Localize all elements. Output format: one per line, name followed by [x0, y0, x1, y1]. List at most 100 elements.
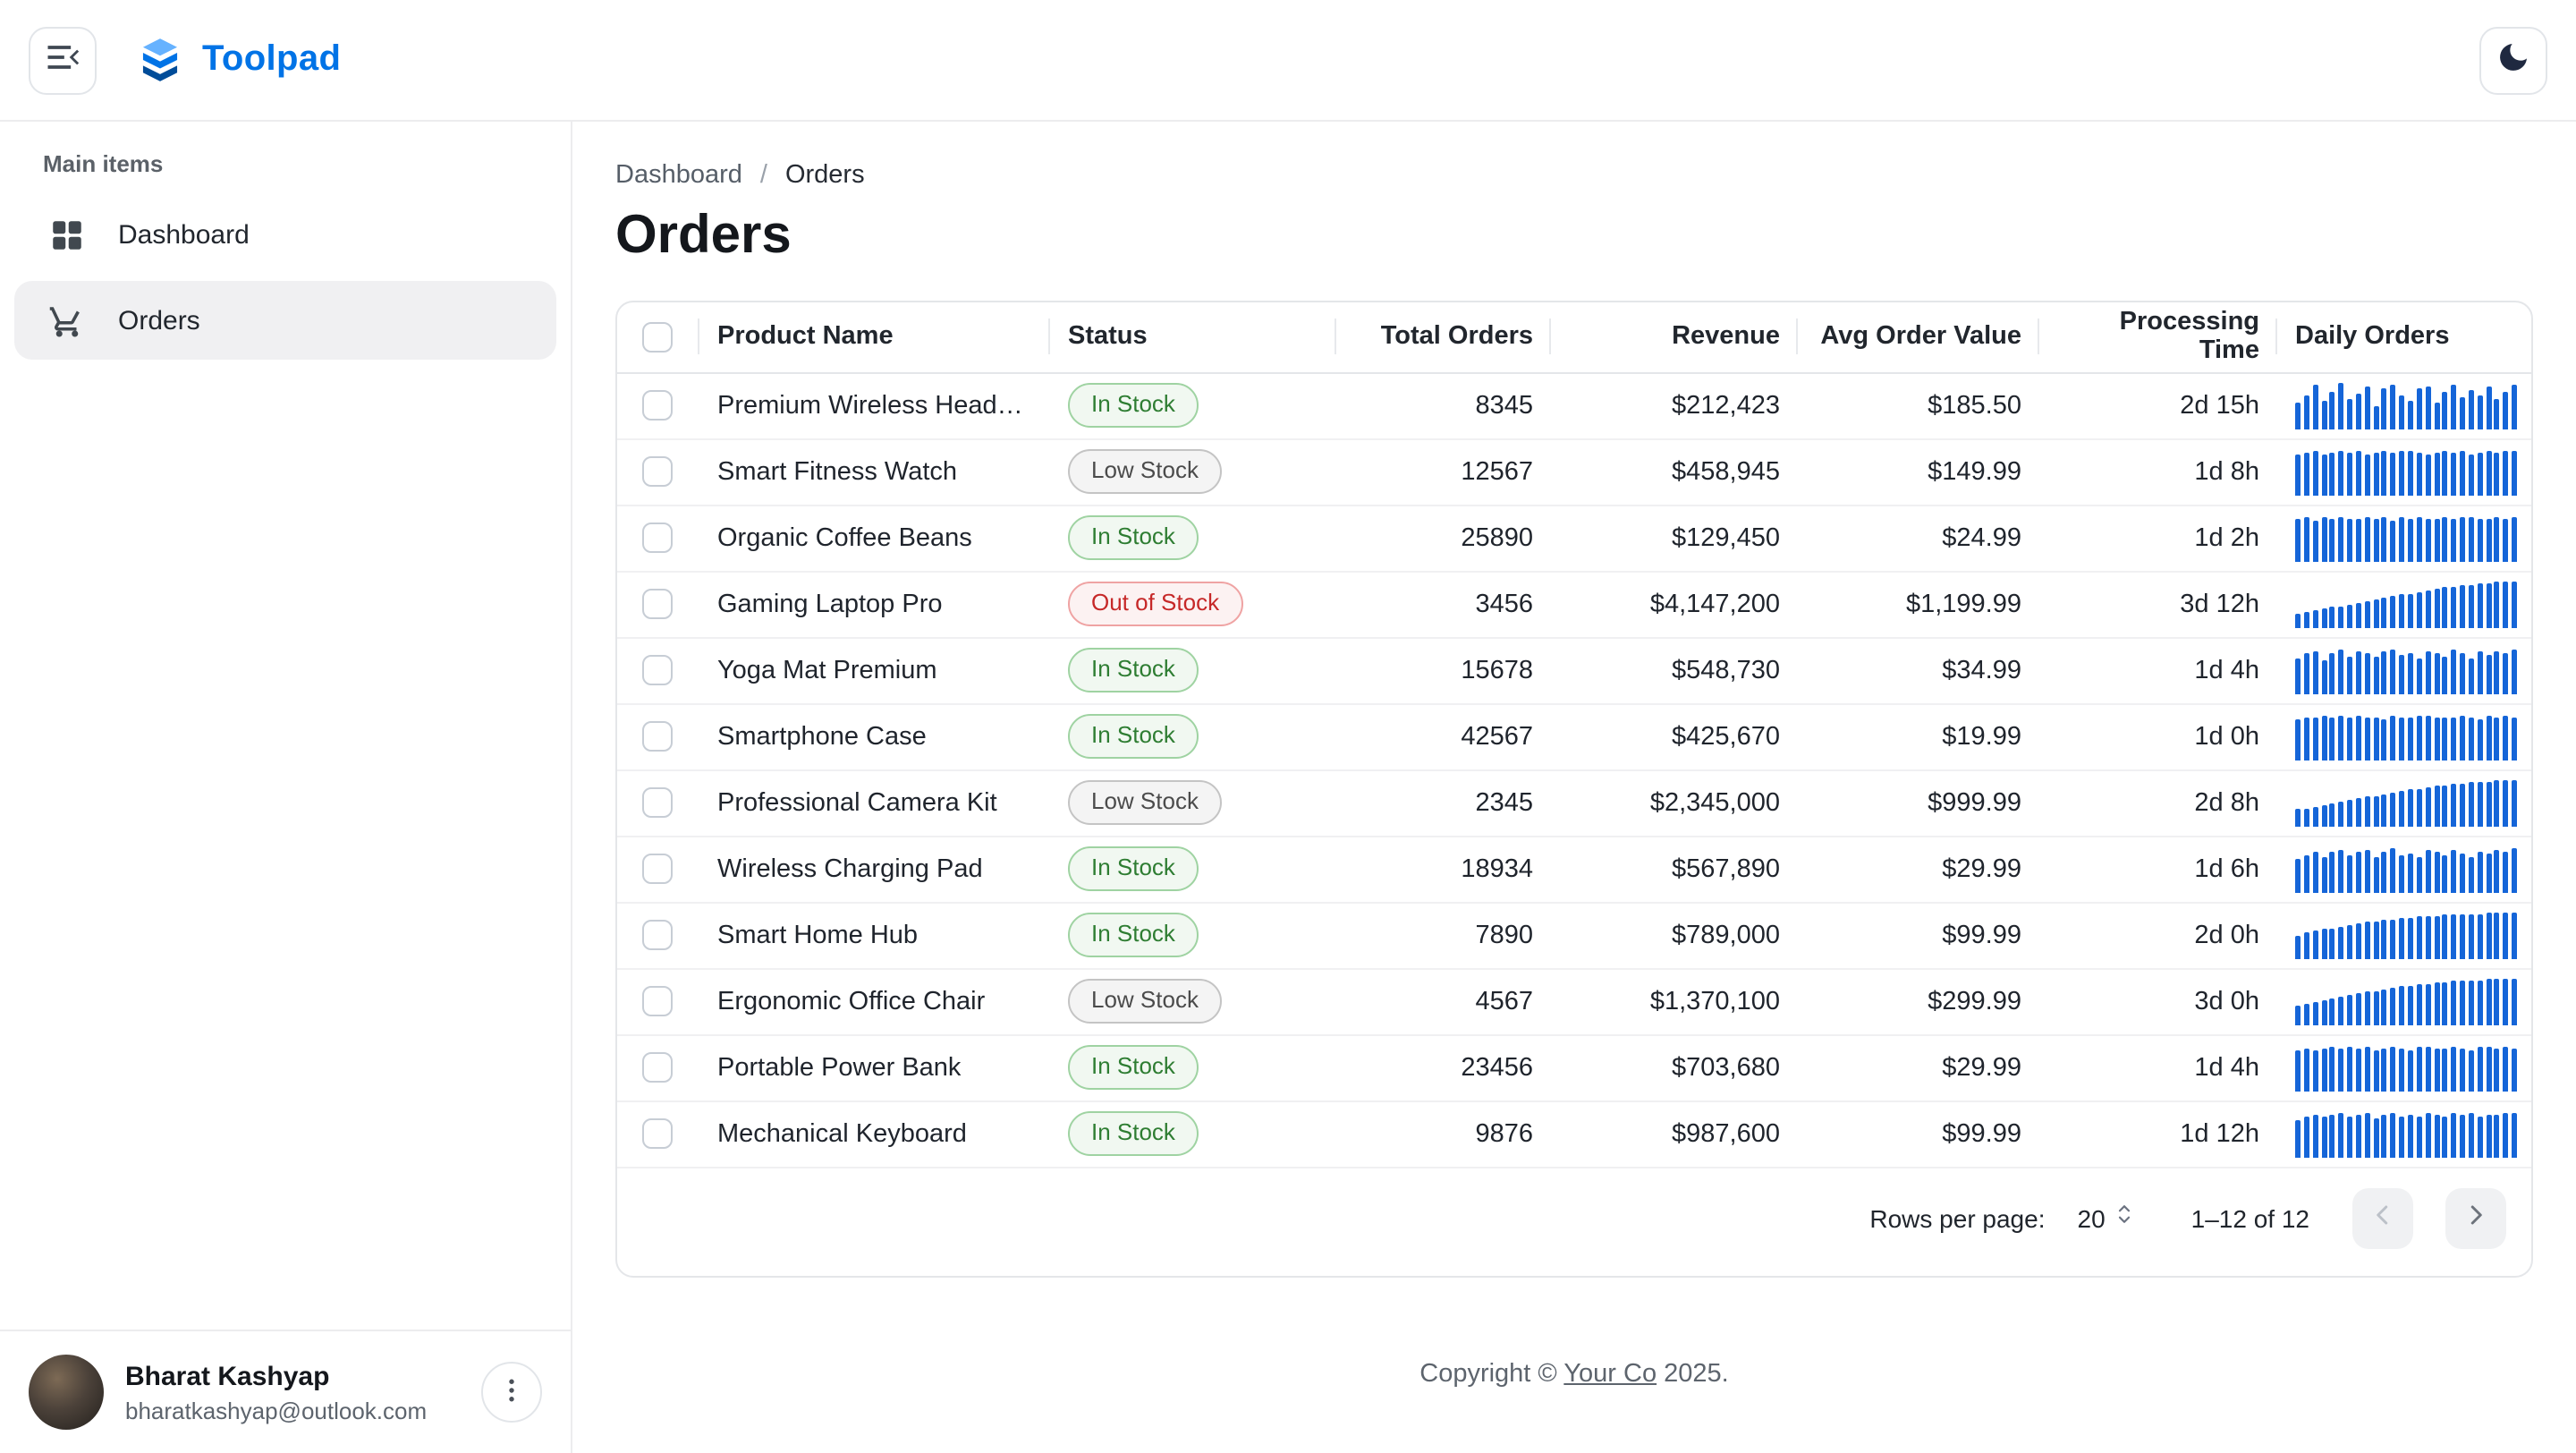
daily-orders-sparkline [2295, 1110, 2518, 1157]
column-header-status[interactable]: Status [1050, 302, 1336, 373]
company-link[interactable]: Your Co [1563, 1359, 1657, 1388]
table-row[interactable]: Wireless Charging Pad In Stock 18934 $567,8… [617, 836, 2531, 903]
main-content: Dashboard / Orders Orders [572, 122, 2576, 1453]
status-cell: In Stock [1050, 836, 1336, 903]
row-checkbox[interactable] [642, 655, 673, 685]
daily-orders-sparkline [2295, 713, 2518, 760]
row-checkbox[interactable] [642, 986, 673, 1016]
row-checkbox[interactable] [642, 523, 673, 553]
revenue-cell: $789,000 [1551, 902, 1798, 969]
user-menu-button[interactable] [481, 1362, 542, 1423]
table-row[interactable]: Ergonomic Office Chair Low Stock 4567 $1,37… [617, 968, 2531, 1035]
rows-per-page-select[interactable]: 20 [2078, 1200, 2138, 1236]
processing-time-cell: 1d 4h [2039, 637, 2277, 704]
table-row[interactable]: Smart Fitness Watch Low Stock 12567 $458,94… [617, 438, 2531, 506]
select-all-header[interactable] [617, 302, 699, 373]
status-badge: Low Stock [1068, 779, 1222, 826]
column-header-avg-order-value[interactable]: Avg Order Value [1798, 302, 2039, 373]
column-header-product-name[interactable]: Product Name [699, 302, 1050, 373]
row-checkbox[interactable] [642, 456, 673, 487]
sidebar-item-orders[interactable]: Orders [14, 281, 556, 360]
table-row[interactable]: Professional Camera Kit Low Stock 2345 $2,3… [617, 769, 2531, 837]
table-row[interactable]: Mechanical Keyboard In Stock 9876 $987,600 $… [617, 1100, 2531, 1168]
row-checkbox[interactable] [642, 1118, 673, 1149]
sidebar: Main items Dashboard [0, 122, 572, 1453]
previous-page-button[interactable] [2352, 1187, 2413, 1248]
sidebar-item-label: Orders [118, 305, 200, 336]
product-name-cell: Mechanical Keyboard [699, 1100, 1050, 1168]
row-checkbox[interactable] [642, 721, 673, 752]
daily-orders-sparkline [2295, 581, 2518, 627]
user-section: Bharat Kashyap bharatkashyap@outlook.com [0, 1330, 571, 1453]
daily-orders-sparkline [2295, 647, 2518, 693]
table-row[interactable]: Smart Home Hub In Stock 7890 $789,000 $99.99… [617, 902, 2531, 969]
avg-order-value-cell: $29.99 [1798, 836, 2039, 903]
product-name-cell: Smart Home Hub [699, 902, 1050, 969]
moon-icon [2496, 39, 2531, 81]
column-header-total-orders[interactable]: Total Orders [1336, 302, 1551, 373]
row-checkbox[interactable] [642, 589, 673, 619]
table-row[interactable]: Organic Coffee Beans In Stock 25890 $129,45… [617, 505, 2531, 572]
column-header-daily-orders[interactable]: Daily Orders [2277, 302, 2531, 373]
table-row[interactable]: Smartphone Case In Stock 42567 $425,670 $19.… [617, 703, 2531, 770]
column-header-processing-time[interactable]: Processing Time [2039, 302, 2277, 373]
daily-orders-cell [2277, 902, 2531, 969]
row-checkbox[interactable] [642, 920, 673, 950]
daily-orders-sparkline [2295, 978, 2518, 1024]
avg-order-value-cell: $19.99 [1798, 703, 2039, 770]
column-header-revenue[interactable]: Revenue [1551, 302, 1798, 373]
processing-time-cell: 1d 2h [2039, 505, 2277, 572]
daily-orders-cell [2277, 1034, 2531, 1101]
status-badge: Low Stock [1068, 978, 1222, 1024]
unfold-more-icon [2111, 1200, 2138, 1236]
brand[interactable]: Toolpad [136, 36, 341, 84]
avg-order-value-cell: $99.99 [1798, 902, 2039, 969]
total-orders-cell: 4567 [1336, 968, 1551, 1035]
select-all-checkbox[interactable] [642, 321, 673, 353]
product-name-cell: Gaming Laptop Pro [699, 571, 1050, 638]
chevron-left-icon [2367, 1199, 2399, 1236]
table-row[interactable]: Premium Wireless Headp… In Stock 8345 $212,… [617, 372, 2531, 439]
daily-orders-sparkline [2295, 779, 2518, 826]
more-vert-icon [496, 1373, 528, 1411]
status-cell: Low Stock [1050, 438, 1336, 506]
row-checkbox[interactable] [642, 1052, 673, 1083]
table-row[interactable]: Gaming Laptop Pro Out of Stock 3456 $4,147,… [617, 571, 2531, 638]
table-row[interactable]: Yoga Mat Premium In Stock 15678 $548,730 $34… [617, 637, 2531, 704]
daily-orders-cell [2277, 769, 2531, 837]
processing-time-cell: 3d 12h [2039, 571, 2277, 638]
sidebar-section-label: Main items [43, 150, 164, 177]
total-orders-cell: 18934 [1336, 836, 1551, 903]
next-page-button[interactable] [2445, 1187, 2506, 1248]
row-checkbox[interactable] [642, 787, 673, 818]
sidebar-collapse-button[interactable] [29, 26, 97, 94]
status-badge: In Stock [1068, 912, 1199, 958]
table-row[interactable]: Portable Power Bank In Stock 23456 $703,680… [617, 1034, 2531, 1101]
daily-orders-cell [2277, 372, 2531, 439]
status-badge: In Stock [1068, 845, 1199, 892]
processing-time-cell: 2d 0h [2039, 902, 2277, 969]
breadcrumb-dashboard-link[interactable]: Dashboard [615, 161, 742, 190]
avg-order-value-cell: $1,199.99 [1798, 571, 2039, 638]
revenue-cell: $567,890 [1551, 836, 1798, 903]
user-name: Bharat Kashyap [125, 1361, 330, 1391]
revenue-cell: $1,370,100 [1551, 968, 1798, 1035]
orders-table-body: Premium Wireless Headp… In Stock 8345 $212,… [617, 372, 2531, 1168]
avg-order-value-cell: $149.99 [1798, 438, 2039, 506]
revenue-cell: $212,423 [1551, 372, 1798, 439]
daily-orders-sparkline [2295, 382, 2518, 429]
status-cell: In Stock [1050, 505, 1336, 572]
status-cell: Low Stock [1050, 769, 1336, 837]
sidebar-item-dashboard[interactable]: Dashboard [14, 195, 556, 274]
row-checkbox[interactable] [642, 854, 673, 884]
sidebar-item-label: Dashboard [118, 219, 250, 250]
status-cell: In Stock [1050, 372, 1336, 439]
status-badge: In Stock [1068, 1044, 1199, 1091]
pagination-range: 1–12 of 12 [2190, 1203, 2309, 1232]
total-orders-cell: 8345 [1336, 372, 1551, 439]
table-header-row: Product Name Status Total Orders Revenue… [617, 302, 2531, 373]
processing-time-cell: 2d 8h [2039, 769, 2277, 837]
theme-toggle-button[interactable] [2479, 26, 2547, 94]
chevron-right-icon [2460, 1199, 2492, 1236]
row-checkbox[interactable] [642, 390, 673, 421]
